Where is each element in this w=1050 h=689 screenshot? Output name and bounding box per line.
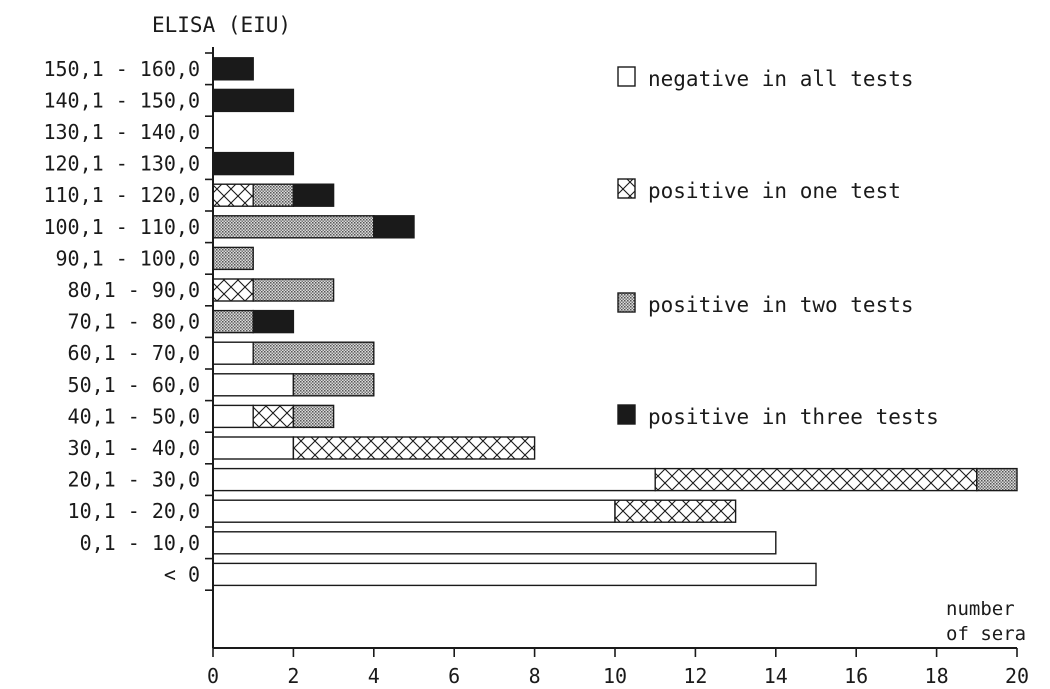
- y-tick-label: 150,1 - 160,0: [43, 57, 200, 81]
- bar-segment-stipple: [252, 278, 335, 302]
- chart-title: ELISA (EIU): [152, 13, 291, 37]
- bar-segment-open: [212, 341, 254, 365]
- bar-segment-solid: [373, 215, 415, 239]
- legend-swatch-stipple: [617, 292, 636, 313]
- y-tick-label: 50,1 - 60,0: [68, 373, 200, 397]
- x-tick-labels: 0 2 4 6 8 10 12 14 16 18 20: [207, 664, 1029, 688]
- y-tick-label: 100,1 - 110,0: [43, 215, 200, 239]
- y-tick-label: 80,1 - 90,0: [68, 278, 200, 302]
- y-tick-label: 20,1 - 30,0: [68, 468, 200, 492]
- y-tick-label: 110,1 - 120,0: [43, 183, 200, 207]
- y-tick-label: 70,1 - 80,0: [68, 310, 200, 334]
- bar-segment-stipple: [292, 373, 375, 397]
- bar-segment-solid: [212, 88, 295, 113]
- x-axis-label-line-1: number: [946, 598, 1015, 620]
- bar-segment-solid: [292, 183, 335, 207]
- bar-segment-stipple: [212, 215, 375, 239]
- y-tick-label: 0,1 - 10,0: [80, 531, 200, 555]
- bar-segment-open: [212, 404, 254, 429]
- bar-segment-open: [212, 531, 777, 555]
- x-tick-label: 0: [207, 664, 219, 688]
- bar-segment-crosshatch: [252, 404, 295, 429]
- bar-segment-stipple: [212, 309, 254, 334]
- y-tick-label: 10,1 - 20,0: [68, 499, 200, 523]
- y-tick-label: < 0: [164, 562, 200, 586]
- bar-segment-open: [212, 499, 616, 523]
- legend: negative in all tests positive in one tes…: [617, 66, 939, 429]
- bar-segment-open: [212, 467, 656, 492]
- legend-label: positive in three tests: [648, 405, 939, 429]
- x-tick-label: 4: [368, 664, 380, 688]
- y-tick-label: 90,1 - 100,0: [56, 246, 201, 270]
- x-tick-label: 18: [925, 664, 949, 688]
- legend-swatch-solid: [617, 404, 636, 425]
- bar-segment-open: [212, 373, 295, 397]
- bar-segment-crosshatch: [654, 467, 978, 492]
- legend-label: positive in two tests: [648, 293, 914, 317]
- x-tick-label: 8: [529, 664, 541, 688]
- bar-segment-stipple: [252, 341, 375, 365]
- x-tick-label: 6: [448, 664, 460, 688]
- bar-segment-crosshatch: [212, 183, 254, 207]
- y-tick-label: 120,1 - 130,0: [43, 152, 200, 176]
- bar-segment-stipple: [292, 404, 335, 429]
- bar-segment-solid: [212, 57, 254, 81]
- y-tick-label: 30,1 - 40,0: [68, 436, 200, 460]
- x-axis-label-line-2: of sera: [946, 623, 1026, 645]
- bar-segment-solid: [252, 309, 295, 334]
- x-tick-label: 16: [844, 664, 868, 688]
- x-tick-label: 10: [603, 664, 627, 688]
- bars: [212, 57, 1018, 587]
- bar-segment-stipple: [252, 183, 295, 207]
- x-tick-label: 2: [287, 664, 299, 688]
- bar-segment-open: [212, 436, 295, 460]
- bar-segment-solid: [212, 151, 295, 176]
- bar-segment-crosshatch: [292, 436, 536, 460]
- bar-segment-crosshatch: [614, 499, 737, 523]
- bar-segment-stipple: [976, 467, 1018, 492]
- legend-label: positive in one test: [648, 179, 901, 203]
- bar-segment-open: [212, 562, 817, 587]
- x-tick-label: 14: [764, 664, 788, 688]
- y-tick-label: 60,1 - 70,0: [68, 341, 200, 365]
- axes: [205, 47, 1018, 657]
- category-labels: < 0 0,1 - 10,0 10,1 - 20,0 20,1 - 30,0 30,1 …: [43, 57, 200, 587]
- y-tick-label: 140,1 - 150,0: [43, 88, 200, 112]
- bar-segment-stipple: [212, 246, 254, 271]
- legend-label: negative in all tests: [648, 67, 914, 91]
- x-tick-label: 20: [1005, 664, 1029, 688]
- legend-swatch-crosshatch: [617, 178, 636, 199]
- y-tick-label: 130,1 - 140,0: [43, 120, 200, 144]
- bar-segment-crosshatch: [212, 278, 254, 302]
- x-tick-label: 12: [683, 664, 707, 688]
- y-tick-label: 40,1 - 50,0: [68, 404, 200, 428]
- legend-swatch-open: [617, 66, 636, 87]
